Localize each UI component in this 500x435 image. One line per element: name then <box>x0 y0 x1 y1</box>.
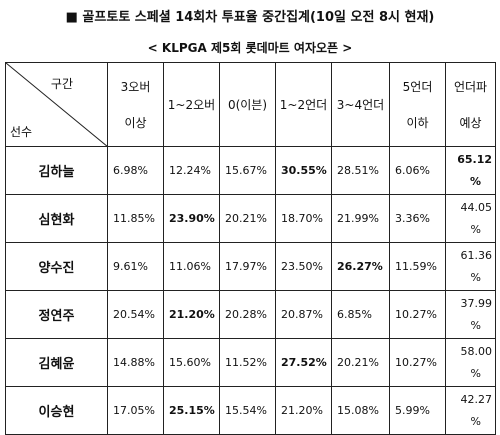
column-header-line2: 1~2오버 <box>167 97 216 112</box>
rate-cell: 27.52% <box>275 338 332 387</box>
under-par-value: 44.05 <box>460 200 493 214</box>
column-header-line2: 이상 <box>124 115 147 130</box>
column-header-line1: 언더파 <box>453 79 488 94</box>
rate-cell: 11.06% <box>163 242 220 291</box>
player-name: 이승현 <box>5 386 108 435</box>
rate-cell: 17.05% <box>107 386 164 435</box>
rate-cell: 12.24% <box>163 146 220 195</box>
under-par-cell: 61.36% <box>445 242 496 291</box>
column-header: 1~2언더 <box>275 62 332 147</box>
under-par-percent: % <box>469 174 481 188</box>
diagonal-line <box>6 63 107 146</box>
under-par-value: 65.12 <box>457 152 492 166</box>
column-header-line2: 0(이븐) <box>227 97 268 112</box>
rate-cell: 15.08% <box>331 386 390 435</box>
rate-cell: 20.21% <box>331 338 390 387</box>
rate-cell: 21.20% <box>275 386 332 435</box>
under-par-value: 37.99 <box>460 296 493 310</box>
table-row: 김혜윤 14.88% 15.60% 11.52% 27.52% 20.21% 10.27% 5… <box>5 338 496 387</box>
under-par-cell: 42.27% <box>445 386 496 435</box>
table-row: 양수진 9.61% 11.06% 17.97% 23.50% 26.27% 11.59% 61… <box>5 242 496 291</box>
column-header-line2: 1~2언더 <box>279 97 328 112</box>
rate-cell: 18.70% <box>275 194 332 243</box>
table-row: 정연주 20.54% 21.20% 20.28% 20.87% 6.85% 10.27% 37… <box>5 290 496 339</box>
rate-cell: 6.85% <box>331 290 390 339</box>
under-par-cell: 44.05% <box>445 194 496 243</box>
rate-cell: 10.27% <box>389 338 446 387</box>
under-par-percent: % <box>470 414 481 428</box>
under-par-value: 58.00 <box>460 344 493 358</box>
rate-cell: 15.60% <box>163 338 220 387</box>
rate-cell: 15.54% <box>219 386 276 435</box>
under-par-value: 61.36 <box>460 248 493 262</box>
vote-rate-table: 구간 선수 3오버 이상 1~2오버 0(이븐) 1~2언더 3~4언더 5언더 이하 언더파 예… <box>5 62 496 435</box>
column-header-line2: 예상 <box>459 115 482 130</box>
player-name: 심현화 <box>5 194 108 243</box>
rate-cell: 23.50% <box>275 242 332 291</box>
rate-cell: 20.21% <box>219 194 276 243</box>
under-par-percent: % <box>470 270 481 284</box>
rate-cell: 6.06% <box>389 146 446 195</box>
table-row: 김하늘 6.98% 12.24% 15.67% 30.55% 28.51% 6.06% 65.… <box>5 146 496 195</box>
header-row: 구간 선수 3오버 이상 1~2오버 0(이븐) 1~2언더 3~4언더 5언더 이하 언더파 예… <box>5 62 496 147</box>
corner-cell: 구간 선수 <box>5 62 108 147</box>
under-par-percent: % <box>470 318 481 332</box>
rate-cell: 9.61% <box>107 242 164 291</box>
page-title: ■ 골프토토 스페셜 14회차 투표율 중간집계(10일 오전 8시 현재) <box>65 10 435 25</box>
rate-cell: 21.20% <box>163 290 220 339</box>
under-par-value: 42.27 <box>460 392 493 406</box>
rate-cell: 17.97% <box>219 242 276 291</box>
page-subtitle: < KLPGA 제5회 롯데마트 여자오픈 > <box>147 41 353 55</box>
under-par-percent: % <box>470 366 481 380</box>
rate-cell: 15.67% <box>219 146 276 195</box>
rate-cell: 3.36% <box>389 194 446 243</box>
rate-cell: 10.27% <box>389 290 446 339</box>
column-header: 1~2오버 <box>163 62 220 147</box>
rate-cell: 30.55% <box>275 146 332 195</box>
rate-cell: 25.15% <box>163 386 220 435</box>
rate-cell: 11.85% <box>107 194 164 243</box>
corner-label-player: 선수 <box>10 125 33 139</box>
player-name: 김하늘 <box>5 146 108 195</box>
rate-cell: 14.88% <box>107 338 164 387</box>
column-header-line2: 3~4언더 <box>336 97 385 112</box>
rate-cell: 20.87% <box>275 290 332 339</box>
rate-cell: 23.90% <box>163 194 220 243</box>
rate-cell: 21.99% <box>331 194 390 243</box>
rate-cell: 11.59% <box>389 242 446 291</box>
corner-label-range: 구간 <box>50 77 73 91</box>
rate-cell: 6.98% <box>107 146 164 195</box>
column-header-line1: 5언더 <box>402 79 433 94</box>
column-header: 0(이븐) <box>219 62 276 147</box>
player-name: 양수진 <box>5 242 108 291</box>
table-row: 이승현 17.05% 25.15% 15.54% 21.20% 15.08% 5.99% 42… <box>5 386 496 435</box>
column-header-line2: 이하 <box>406 115 429 130</box>
rate-cell: 11.52% <box>219 338 276 387</box>
under-par-cell: 58.00% <box>445 338 496 387</box>
rate-cell: 20.28% <box>219 290 276 339</box>
under-par-cell: 65.12% <box>445 146 496 195</box>
rate-cell: 20.54% <box>107 290 164 339</box>
column-header-line1: 3오버 <box>120 79 151 94</box>
rate-cell: 5.99% <box>389 386 446 435</box>
under-par-percent: % <box>470 222 481 236</box>
column-header: 3~4언더 <box>331 62 390 147</box>
player-name: 정연주 <box>5 290 108 339</box>
rate-cell: 26.27% <box>331 242 390 291</box>
under-par-cell: 37.99% <box>445 290 496 339</box>
player-name: 김혜윤 <box>5 338 108 387</box>
rate-cell: 28.51% <box>331 146 390 195</box>
table-row: 심현화 11.85% 23.90% 20.21% 18.70% 21.99% 3.36% 44… <box>5 194 496 243</box>
